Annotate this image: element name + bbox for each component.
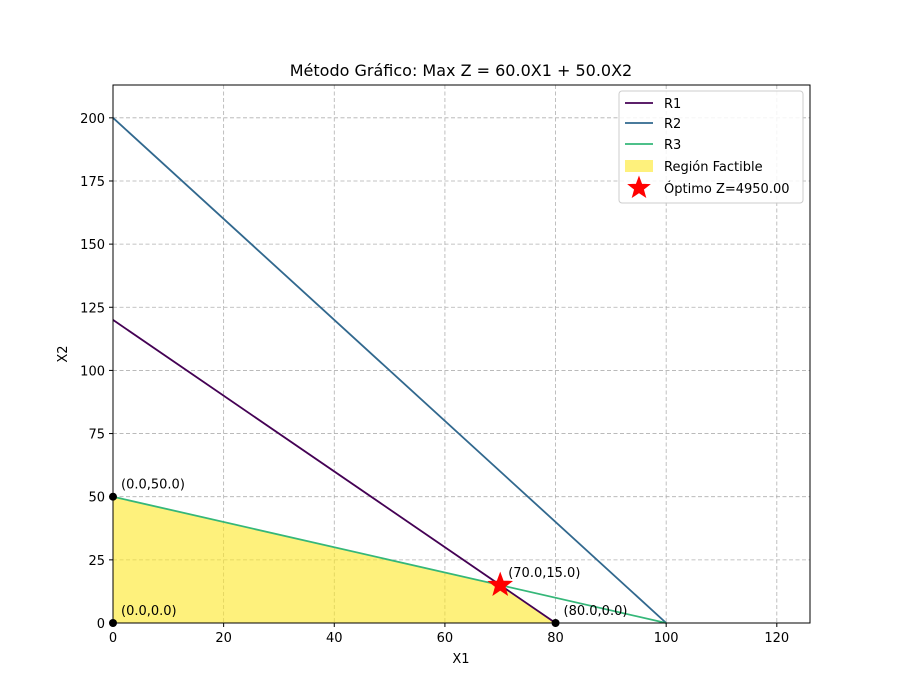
x-tick-label: 0 — [109, 631, 117, 646]
legend-label-optimum: Óptimo Z=4950.00 — [664, 181, 790, 197]
vertex-label: (0.0,50.0) — [121, 478, 185, 493]
plot-frame — [112, 84, 811, 624]
vertex-label: (70.0,15.0) — [508, 566, 580, 581]
x-tick-label: 20 — [215, 631, 232, 646]
x-tick-label: 120 — [764, 631, 789, 646]
y-tick-label: 100 — [80, 364, 105, 379]
x-tick-label: 80 — [547, 631, 564, 646]
y-tick-label: 50 — [88, 491, 105, 506]
y-tick-label: 25 — [88, 554, 105, 569]
y-axis-label: X2 — [56, 345, 71, 362]
x-tick-label: 60 — [437, 631, 454, 646]
feasible-region — [113, 496, 556, 623]
legend-label-feasible-region: Región Factible — [664, 160, 763, 175]
data-layer: (0.0,50.0) (0.0,0.0) (80.0,0.0) (70.0,15.0) — [109, 117, 667, 627]
y-tick-label: 75 — [88, 428, 105, 443]
vertex-label: (0.0,0.0) — [121, 604, 177, 619]
y-tick-label: 175 — [80, 175, 105, 190]
legend: R1 R2 R3 Región Factible Óptimo Z=4950.00 — [618, 90, 804, 204]
axes-layer: 0 20 40 60 80 100 120 0 25 50 75 100 125 150 175 200 — [80, 84, 811, 646]
legend-label-r2: R2 — [664, 117, 681, 132]
y-tick-label: 150 — [80, 238, 105, 253]
legend-box — [618, 90, 804, 204]
chart-title: Método Gráfico: Max Z = 60.0X1 + 50.0X2 — [290, 61, 632, 80]
x-tick-label: 100 — [654, 631, 679, 646]
series-line-r2 — [112, 117, 667, 624]
series-line-r3 — [112, 495, 667, 624]
x-tick-label: 40 — [326, 631, 343, 646]
vertex-label: (80.0,0.0) — [564, 604, 628, 619]
grid-layer — [112, 85, 810, 624]
optimum-star-marker — [487, 571, 514, 596]
x-axis-label: X1 — [452, 652, 469, 667]
y-tick-label: 200 — [80, 112, 105, 127]
y-tick-label: 125 — [80, 301, 105, 316]
legend-label-r1: R1 — [664, 97, 681, 112]
legend-swatch-feasible-region — [625, 160, 653, 172]
legend-star-icon — [627, 175, 651, 199]
legend-label-r3: R3 — [664, 138, 681, 153]
y-tick-label: 0 — [97, 617, 105, 632]
series-line-r1 — [112, 319, 557, 624]
